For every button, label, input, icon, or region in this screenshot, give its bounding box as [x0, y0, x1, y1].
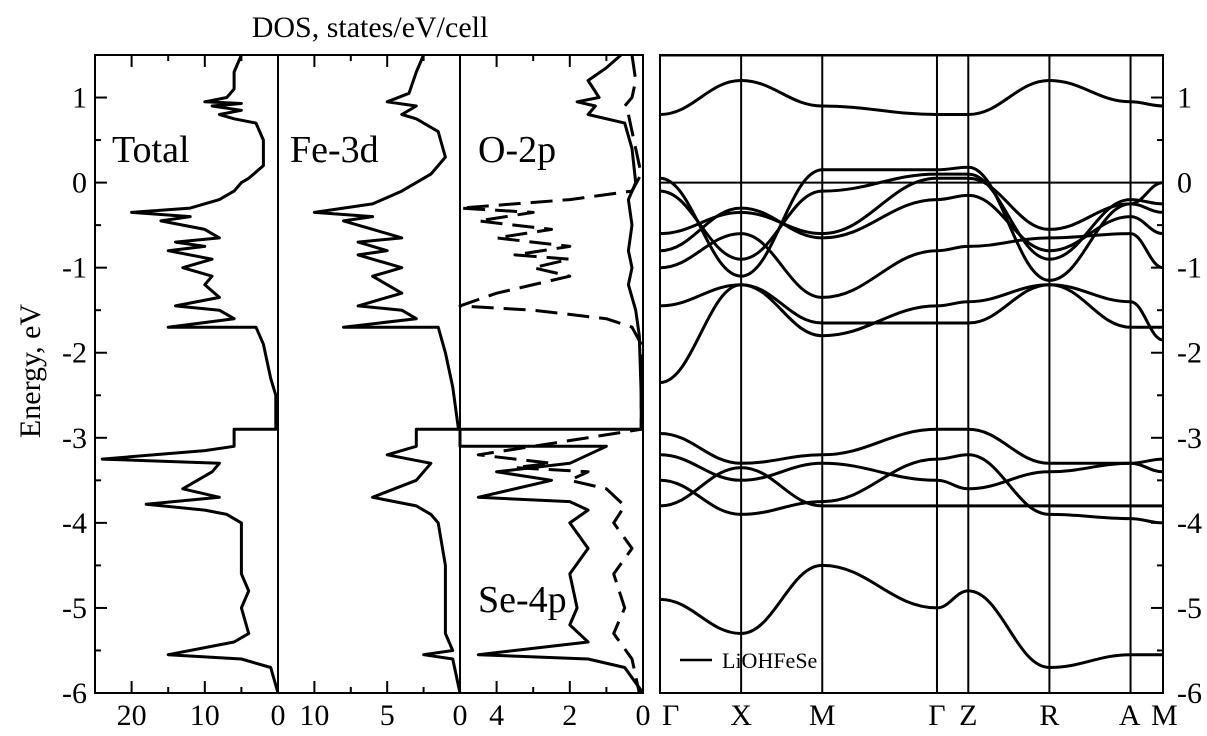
band-y-tick-label-2: -1: [1177, 252, 1202, 285]
y-tick-label-0: 1: [72, 82, 87, 115]
band-11: [660, 466, 1163, 508]
band-13: [660, 563, 1163, 670]
band-y-tick-label-0: 1: [1177, 82, 1192, 115]
y-tick-label-4: -3: [62, 422, 87, 455]
band-y-tick-label-6: -5: [1177, 592, 1202, 625]
k-label-0: Γ: [662, 699, 679, 732]
x-tick-label-1-0: 10: [299, 699, 329, 732]
k-label-3: Γ: [928, 699, 945, 732]
x-tick-label-2-1: 2: [562, 699, 577, 732]
dos-title: DOS, states/eV/cell: [252, 11, 489, 44]
x-tick-label-0-0: 20: [117, 699, 147, 732]
k-label-7: M: [1151, 699, 1178, 732]
band-y-tick-label-1: 0: [1177, 167, 1192, 200]
band-1: [660, 283, 1163, 338]
band-y-tick-label-4: -3: [1177, 422, 1202, 455]
band-y-tick-label-5: -4: [1177, 507, 1202, 540]
dos-curve-2-0: [458, 53, 645, 694]
y-tick-label-6: -5: [62, 592, 87, 625]
k-label-6: A: [1119, 699, 1141, 732]
band-4: [660, 176, 1163, 236]
y-tick-label-2: -1: [62, 252, 87, 285]
band-12: [660, 453, 1163, 525]
panel-label-0: Total: [112, 129, 190, 171]
band-y-tick-label-7: -6: [1177, 677, 1202, 710]
k-label-4: Z: [959, 699, 977, 732]
band-9: [660, 427, 1163, 465]
panel-label-2: O-2p: [478, 129, 556, 171]
band-3: [660, 193, 1163, 253]
x-tick-label-0-1: 10: [190, 699, 220, 732]
x-tick-label-0-2: 0: [271, 699, 286, 732]
dos-panel-1: 10 5 0: [277, 54, 468, 732]
band-7: [660, 78, 1163, 116]
dos-panel-2: 4 2 0: [458, 53, 651, 732]
band-10: [660, 453, 1163, 491]
band-2: [660, 232, 1163, 299]
y-tick-label-1: 0: [72, 167, 87, 200]
panel-label-3: Se-4p: [478, 579, 567, 621]
k-label-5: R: [1039, 699, 1059, 732]
band-0: [660, 283, 1163, 384]
dos-curve-0-0: [100, 54, 280, 694]
x-tick-label-1-2: 0: [453, 699, 468, 732]
legend-label: LiOHFeSe: [722, 648, 817, 673]
band-y-tick-label-3: -2: [1177, 337, 1202, 370]
y-axis-label: Energy, eV: [14, 304, 47, 438]
y-tick-label-3: -2: [62, 337, 87, 370]
x-tick-label-1-1: 5: [380, 699, 395, 732]
k-label-1: X: [730, 699, 752, 732]
y-tick-label-7: -6: [62, 677, 87, 710]
band-curves: [660, 55, 1163, 670]
y-tick-label-5: -4: [62, 507, 87, 540]
band-structure-plot: Γ X M Γ Z R A M10-1-2-3-4-5-6: [659, 54, 1202, 732]
legend: LiOHFeSe: [680, 648, 817, 673]
dos-panel-frame-2: [459, 54, 644, 694]
x-tick-label-2-0: 4: [489, 699, 504, 732]
dos-curve-1-0: [312, 54, 462, 694]
panel-label-1: Fe-3d: [290, 129, 379, 171]
band-frame: [659, 54, 1164, 694]
k-label-2: M: [809, 699, 836, 732]
x-tick-label-2-2: 0: [636, 699, 651, 732]
